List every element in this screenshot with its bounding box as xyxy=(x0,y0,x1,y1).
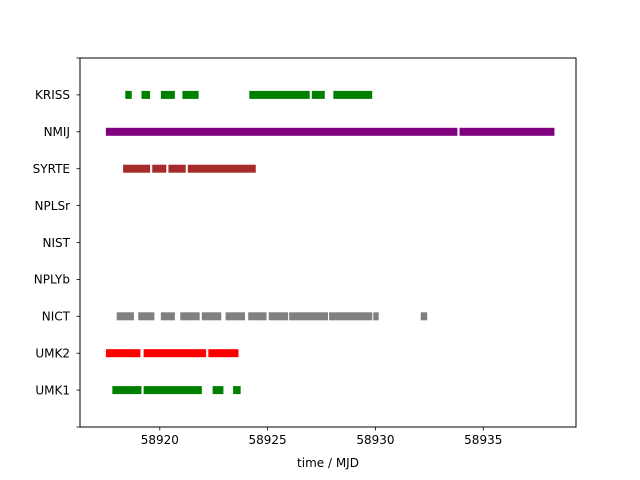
bar-nict-8 xyxy=(289,312,328,321)
bar-nict-3 xyxy=(180,312,200,321)
y-tick-label-umk2: UMK2 xyxy=(35,347,70,361)
bar-nict-6 xyxy=(248,312,267,321)
bar-kriss-6 xyxy=(333,90,373,99)
bar-nict-10 xyxy=(373,312,379,321)
y-axis-ticks: UMK1 UMK2 NICT NPLYb NIST NPLSr SYRTE NMIJ KRISS xyxy=(33,57,80,428)
y-tick-label-syrte: SYRTE xyxy=(33,162,70,176)
bar-kriss-2 xyxy=(160,90,175,99)
y-tick-label-kriss: KRISS xyxy=(35,88,70,102)
bar-syrte-2 xyxy=(168,164,186,173)
bar-umk2-2 xyxy=(208,349,239,358)
bar-nict-11 xyxy=(420,312,428,321)
bar-kriss-3 xyxy=(182,90,199,99)
bar-nict-0 xyxy=(116,312,134,321)
x-tick-label-58935: 58935 xyxy=(464,433,502,447)
x-axis-ticks: 58920 58925 58930 58935 xyxy=(141,427,502,447)
x-tick-label-58925: 58925 xyxy=(249,433,287,447)
plot-frame xyxy=(79,57,577,428)
bar-syrte-1 xyxy=(152,164,167,173)
bar-umk2-1 xyxy=(143,349,207,358)
bar-nict-7 xyxy=(268,312,289,321)
bar-nmij-1 xyxy=(459,127,555,136)
bar-nict-5 xyxy=(225,312,245,321)
bar-umk1-1 xyxy=(143,386,202,395)
bar-nict-2 xyxy=(160,312,175,321)
bar-syrte-3 xyxy=(187,164,256,173)
y-tick-label-nist: NIST xyxy=(43,236,71,250)
bar-umk1-2 xyxy=(212,386,224,395)
y-tick-label-nict: NICT xyxy=(42,310,71,324)
bar-kriss-5 xyxy=(311,90,325,99)
bar-umk2-0 xyxy=(105,349,141,358)
x-tick-label-58930: 58930 xyxy=(356,433,394,447)
bar-nict-4 xyxy=(201,312,222,321)
bar-nmij-0 xyxy=(105,127,458,136)
bar-kriss-0 xyxy=(125,90,132,99)
y-tick-label-umk1: UMK1 xyxy=(35,383,70,397)
bar-syrte-0 xyxy=(123,164,151,173)
bars-layer xyxy=(105,90,555,395)
bar-umk1-0 xyxy=(112,386,142,395)
y-tick-label-nplyb: NPLYb xyxy=(34,273,70,287)
bar-nict-1 xyxy=(138,312,155,321)
bar-nict-9 xyxy=(329,312,373,321)
y-tick-label-nplsr: NPLSr xyxy=(35,199,71,213)
y-tick-label-nmij: NMIJ xyxy=(44,125,70,139)
bar-kriss-1 xyxy=(141,90,151,99)
x-tick-label-58920: 58920 xyxy=(141,433,179,447)
bar-umk1-3 xyxy=(233,386,241,395)
bar-kriss-4 xyxy=(249,90,310,99)
x-axis-label: time / MJD xyxy=(297,456,359,470)
